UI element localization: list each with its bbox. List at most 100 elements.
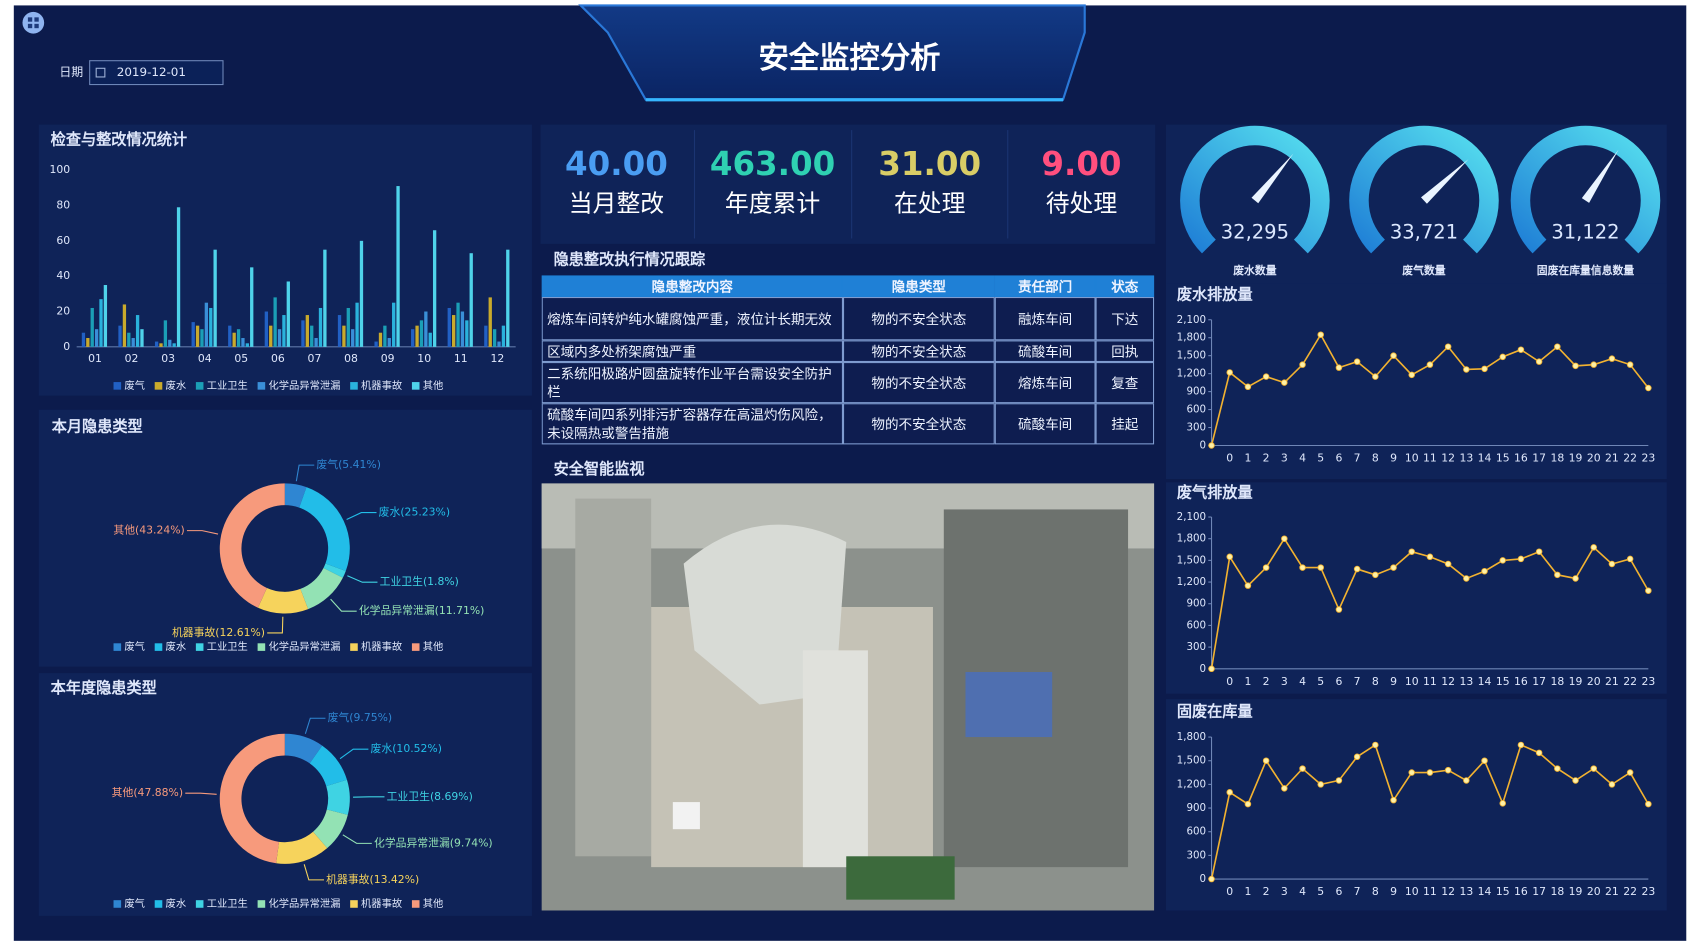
point [1591, 545, 1597, 551]
menu-icon-cell [34, 17, 38, 21]
table-header-cell: 隐患整改内容 [542, 275, 843, 297]
point [1282, 380, 1288, 386]
x-tick-label: 6 [1335, 675, 1342, 688]
y-tick-label: 20 [56, 305, 70, 318]
point [1500, 354, 1506, 360]
table-cell: 区域内多处桥架腐蚀严重 [542, 340, 843, 362]
table-cell: 复查 [1096, 362, 1155, 403]
x-tick-label: 07 [308, 352, 322, 365]
bar [448, 308, 451, 347]
point [1354, 754, 1360, 760]
point [1536, 750, 1542, 756]
kpi-label: 当月整改 [569, 189, 664, 217]
bar [314, 338, 317, 347]
x-tick-label: 5 [1317, 885, 1324, 898]
point [1482, 758, 1488, 764]
bar [470, 253, 473, 347]
x-tick-label: 16 [1514, 451, 1528, 464]
y-tick-label: 100 [49, 163, 70, 176]
bar [192, 322, 195, 347]
table-row: 熔炼车间转炉纯水罐腐蚀严重，液位计长期无效物的不安全状态融炼车间下达 [542, 297, 1154, 340]
x-tick-label: 10 [417, 352, 431, 365]
bar [420, 320, 423, 347]
bar [82, 333, 85, 347]
point [1245, 801, 1251, 807]
y-tick-label: 1,500 [1177, 755, 1206, 767]
point [1646, 801, 1652, 807]
x-tick-label: 6 [1335, 885, 1342, 898]
point [1646, 588, 1652, 594]
point [1573, 576, 1579, 582]
point [1646, 385, 1652, 391]
data-label: 废水(25.23%) [379, 505, 450, 519]
bar [319, 308, 322, 347]
donut-segment [258, 588, 308, 614]
data-label: 工业卫生(8.69%) [387, 789, 473, 803]
x-tick-label: 9 [1390, 675, 1397, 688]
legend-label: 废水 [166, 379, 187, 392]
point [1263, 565, 1269, 571]
bar [273, 297, 276, 346]
menu-icon[interactable] [22, 12, 44, 34]
x-tick-label: 21 [1605, 451, 1619, 464]
point [1336, 365, 1342, 371]
bar [310, 326, 313, 347]
bar [205, 303, 208, 347]
x-tick-label: 22 [1623, 885, 1637, 898]
section-title: 安全智能监视 [554, 460, 645, 478]
bar [95, 329, 98, 347]
x-tick-label: 10 [1405, 885, 1419, 898]
x-tick-label: 8 [1372, 885, 1379, 898]
bar [168, 340, 171, 347]
table-header-cell: 责任部门 [995, 275, 1096, 297]
x-tick-label: 21 [1605, 885, 1619, 898]
legend-swatch [412, 643, 420, 651]
table-row: 区域内多处桥架腐蚀严重物的不安全状态硫酸车间回执 [542, 340, 1154, 362]
bar [351, 329, 354, 347]
x-tick-label: 0 [1226, 675, 1233, 688]
legend-swatch [258, 900, 266, 908]
gauge-title: 固废在库量信息数量 [1537, 263, 1635, 277]
point [1227, 370, 1233, 376]
point [1300, 565, 1306, 571]
point [1318, 565, 1324, 571]
point [1609, 561, 1615, 567]
bar [177, 207, 180, 347]
legend-swatch [155, 382, 163, 390]
table-cell: 熔炼车间 [995, 362, 1096, 403]
legend-swatch [155, 643, 163, 651]
bar [278, 329, 281, 347]
x-tick-label: 1 [1244, 885, 1251, 898]
bar [342, 326, 345, 347]
point [1482, 366, 1488, 372]
bar [383, 326, 386, 347]
x-tick-label: 11 [454, 352, 468, 365]
x-tick-label: 15 [1496, 451, 1510, 464]
point [1609, 782, 1615, 788]
point [1482, 568, 1488, 574]
x-tick-label: 12 [1441, 675, 1455, 688]
legend-swatch [155, 900, 163, 908]
point [1427, 362, 1433, 368]
point [1209, 443, 1215, 449]
bar [433, 230, 436, 347]
point [1464, 367, 1470, 373]
y-tick-label: 900 [1186, 802, 1206, 814]
x-tick-label: 14 [1478, 885, 1492, 898]
legend-swatch [114, 382, 122, 390]
x-tick-label: 13 [1459, 675, 1473, 688]
dashboard: 安全监控分析 日期 2019-12-01 隐患整改执行情况跟踪 隐患整改内容隐患… [0, 0, 1699, 943]
point [1409, 770, 1415, 776]
bar [237, 329, 240, 347]
x-tick-label: 16 [1514, 675, 1528, 688]
x-tick-label: 04 [198, 352, 212, 365]
bar [461, 312, 464, 347]
x-tick-label: 17 [1532, 885, 1546, 898]
x-tick-label: 18 [1550, 885, 1564, 898]
bar [323, 250, 326, 347]
y-tick-label: 600 [1186, 826, 1206, 838]
table-container: 隐患整改内容隐患类型责任部门状态熔炼车间转炉纯水罐腐蚀严重，液位计长期无效物的不… [542, 275, 1155, 457]
panel [39, 410, 532, 667]
legend-label: 废水 [166, 897, 187, 910]
bar [465, 320, 468, 347]
